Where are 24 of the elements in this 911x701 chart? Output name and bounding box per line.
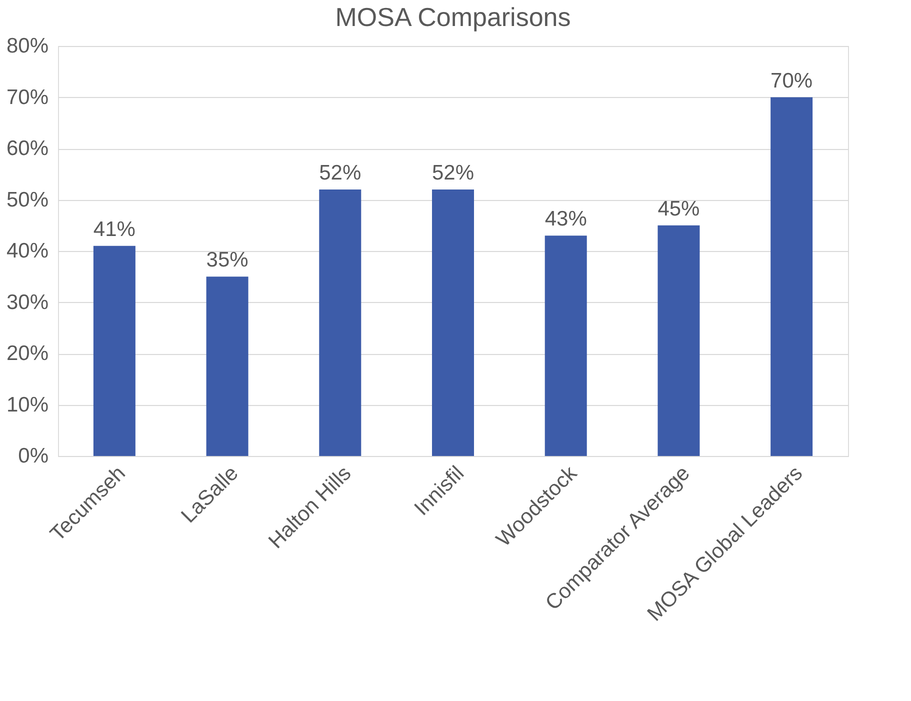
bar	[658, 225, 700, 456]
chart-title: MOSA Comparisons	[335, 2, 571, 32]
y-tick-label: 0%	[18, 444, 48, 468]
bar	[93, 246, 136, 456]
y-tick-label: 30%	[6, 290, 48, 314]
data-label: 52%	[432, 162, 474, 184]
data-label: 52%	[319, 162, 362, 184]
y-tick-label: 70%	[6, 86, 48, 109]
data-label: 45%	[658, 197, 700, 220]
y-tick-label: 80%	[6, 34, 48, 58]
y-tick-label: 60%	[6, 137, 48, 160]
bar	[206, 276, 248, 456]
bar	[432, 190, 474, 456]
y-tick-label: 10%	[6, 393, 48, 416]
data-label: 43%	[544, 208, 587, 231]
data-label: 70%	[770, 69, 813, 92]
bar	[770, 97, 813, 456]
y-tick-label: 50%	[6, 188, 48, 212]
data-label: 41%	[93, 218, 136, 241]
bar	[544, 236, 587, 456]
y-tick-label: 40%	[6, 240, 48, 262]
bar	[319, 190, 362, 456]
y-tick-label: 20%	[6, 342, 48, 365]
data-label: 35%	[206, 248, 248, 272]
